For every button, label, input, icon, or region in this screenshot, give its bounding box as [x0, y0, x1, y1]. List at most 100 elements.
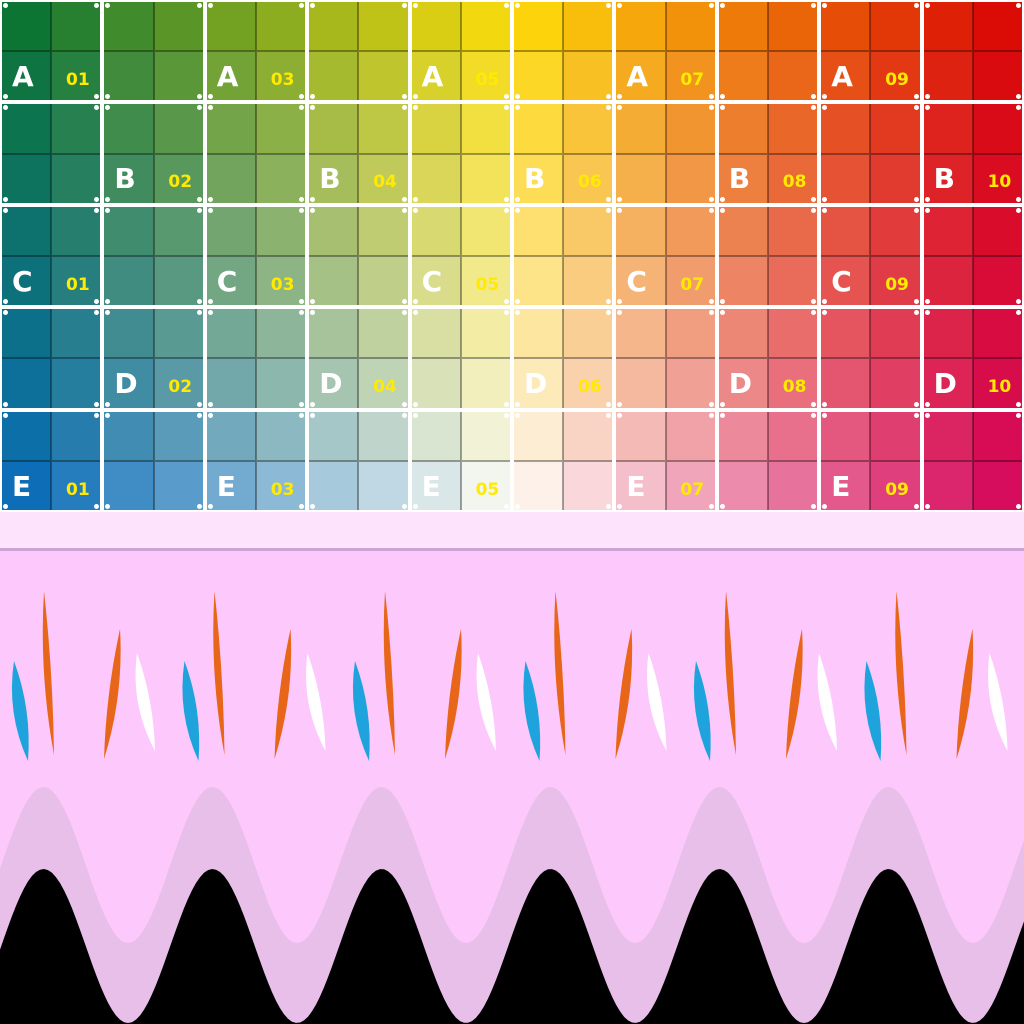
tile-number: 08 — [782, 172, 807, 193]
grid-tile — [204, 307, 308, 410]
tile-corner-dot — [105, 299, 111, 305]
tile-corner-dot — [105, 310, 111, 316]
tile-number: 08 — [782, 377, 807, 398]
white-leaf — [817, 653, 837, 751]
tile-corner-dot — [719, 3, 725, 8]
grid-cell — [665, 460, 717, 512]
tile-corner-dot — [196, 401, 202, 407]
grid-tile — [819, 307, 922, 410]
tile-corner-dot — [3, 94, 8, 100]
tile-corner-dot — [504, 105, 509, 111]
white-leaf — [135, 653, 155, 751]
tile-number: 04 — [373, 172, 397, 193]
tile-corner-dot — [606, 310, 612, 316]
tile-corner-dot — [617, 105, 623, 111]
tile-corner-dot — [196, 504, 202, 509]
tile-corner-dot — [913, 105, 919, 111]
tile-corner-dot — [708, 504, 714, 509]
grid-tile — [409, 0, 512, 103]
tile-corner-dot — [515, 401, 520, 407]
tile-corner-dot — [719, 412, 725, 418]
separator-line — [0, 548, 1024, 551]
grid-cell — [409, 460, 461, 512]
tile-corner-dot — [207, 94, 213, 100]
white-leaf — [988, 653, 1008, 751]
tile-corner-dot — [708, 412, 714, 418]
tile-row-letter: A — [216, 60, 239, 93]
grid-cell — [921, 204, 973, 256]
grid-cell — [204, 409, 256, 461]
tile-corner-dot — [708, 207, 714, 213]
tile-corner-dot — [617, 94, 623, 100]
grid-cell — [102, 256, 154, 308]
tile-corner-dot — [708, 3, 714, 8]
grid-tile — [307, 307, 410, 410]
tile-row-letter: B — [933, 162, 955, 196]
blue-leaf — [11, 661, 29, 761]
grid-cell — [358, 51, 410, 103]
tile-corner-dot — [1016, 504, 1021, 509]
tile-corner-dot — [94, 3, 100, 8]
grid-tile — [819, 409, 922, 512]
tile-corner-dot — [913, 310, 919, 316]
tile-row-letter: A — [626, 60, 649, 93]
tile-corner-dot — [924, 94, 930, 100]
tile-row-letter: E — [831, 469, 851, 503]
grid-cell — [512, 307, 564, 359]
tile-corner-dot — [94, 207, 100, 213]
tile-corner-dot — [310, 196, 316, 202]
tile-corner-dot — [822, 94, 828, 100]
tile-corner-dot — [504, 310, 509, 316]
grid-cell — [256, 409, 308, 461]
grid-tile — [0, 409, 103, 512]
tile-corner-dot — [310, 412, 316, 418]
grid-tile — [102, 307, 205, 410]
pink-separator-band — [0, 512, 1024, 550]
tile-corner-dot — [412, 196, 418, 202]
tile-corner-dot — [1016, 401, 1021, 407]
tile-corner-dot — [310, 94, 316, 100]
tile-number: 06 — [578, 172, 602, 193]
tile-row-letter: C — [626, 264, 647, 298]
tile-corner-dot — [310, 310, 316, 316]
tile-corner-dot — [94, 504, 100, 509]
tile-corner-dot — [412, 105, 418, 111]
tile-corner-dot — [924, 299, 930, 305]
tile-corner-dot — [811, 105, 817, 111]
tile-corner-dot — [504, 504, 509, 509]
tile-corner-dot — [708, 310, 714, 316]
grid-cell — [307, 409, 359, 461]
tile-corner-dot — [3, 504, 8, 509]
grid-cell — [256, 307, 308, 359]
tile-corner-dot — [196, 412, 202, 418]
tile-corner-dot — [401, 299, 407, 305]
grid-cell — [870, 204, 922, 256]
tile-corner-dot — [3, 105, 8, 111]
tile-corner-dot — [196, 105, 202, 111]
grid-cell — [716, 256, 768, 308]
grid-cell — [460, 358, 512, 410]
tile-row-letter: A — [831, 60, 853, 93]
orange-leaf-short — [274, 629, 292, 759]
tile-corner-dot — [913, 504, 919, 509]
tile-corner-dot — [1016, 207, 1021, 213]
grid-cell — [358, 409, 410, 461]
orange-leaf-tall — [724, 591, 736, 755]
tile-corner-dot — [299, 94, 305, 100]
tile-corner-dot — [822, 504, 828, 509]
grid-tile — [102, 0, 205, 103]
tile-corner-dot — [310, 299, 316, 305]
orange-leaf-short — [445, 629, 462, 759]
grid-tile — [204, 102, 308, 205]
tile-corner-dot — [401, 3, 407, 8]
tile-row-letter: D — [114, 367, 138, 401]
tile-corner-dot — [504, 3, 509, 8]
tile-corner-dot — [196, 196, 202, 202]
tile-corner-dot — [924, 196, 930, 202]
tile-corner-dot — [196, 3, 202, 8]
tile-corner-dot — [1016, 105, 1021, 111]
tile-corner-dot — [299, 299, 305, 305]
tile-corner-dot — [811, 3, 817, 8]
tile-corner-dot — [504, 299, 509, 305]
tile-row-letter: B — [114, 162, 136, 196]
